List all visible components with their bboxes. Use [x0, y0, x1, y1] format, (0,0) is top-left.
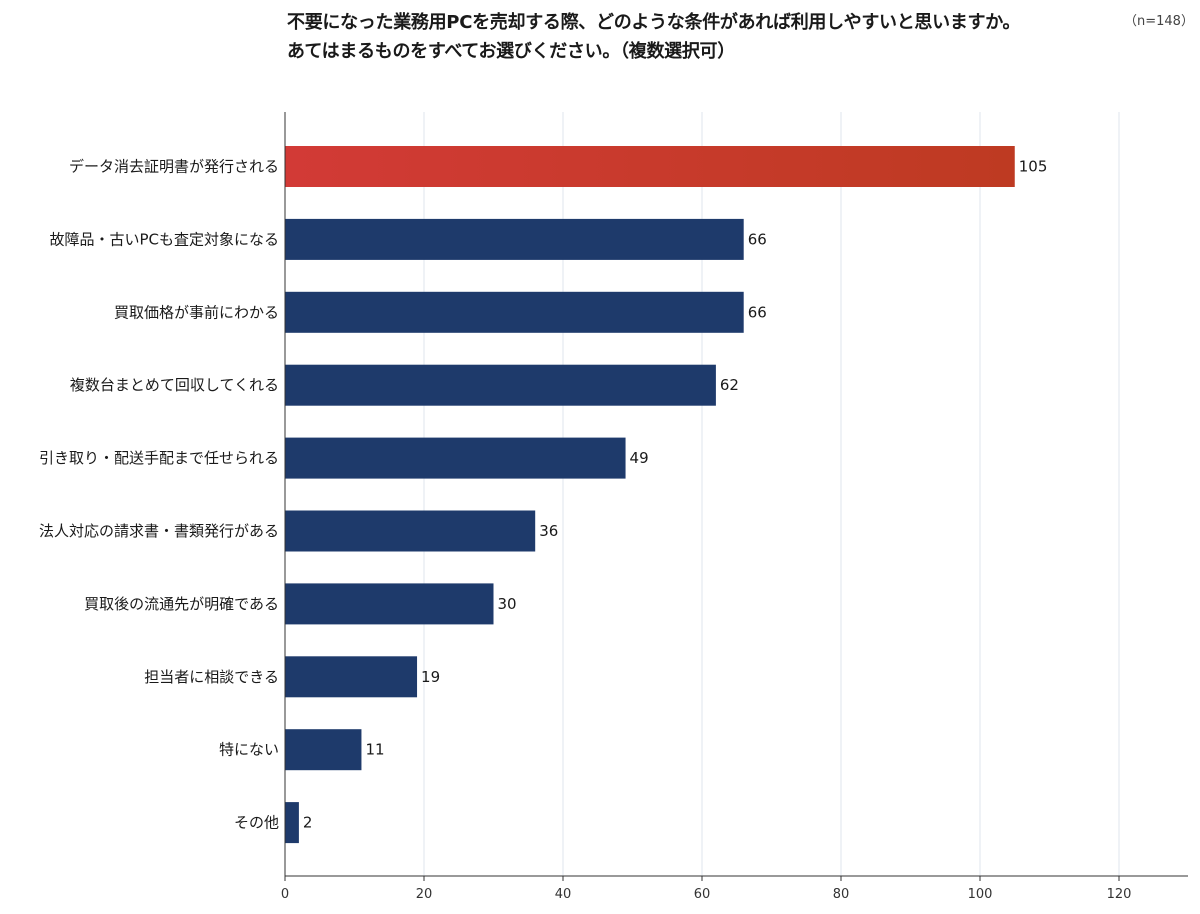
bar [285, 364, 716, 406]
category-label: 引き取り・配送手配まで任せられる [39, 449, 279, 467]
x-tick-label: 20 [416, 887, 433, 902]
category-label: 買取後の流通先が明確である [84, 595, 279, 613]
bar [285, 437, 626, 479]
x-tick-label: 100 [968, 887, 993, 902]
x-tick-label: 120 [1107, 887, 1132, 902]
category-label: 担当者に相談できる [144, 668, 279, 686]
x-tick-label: 40 [555, 887, 572, 902]
sample-size-note: （n=148） [1124, 14, 1194, 29]
value-label: 36 [539, 522, 558, 540]
x-axis: 0 20 40 60 80 100 120 [281, 112, 1188, 902]
value-label: 30 [498, 595, 517, 613]
bar [285, 218, 744, 260]
x-tick-label: 0 [281, 887, 289, 902]
value-label: 49 [630, 449, 649, 467]
bar [285, 510, 536, 552]
category-label: データ消去証明書が発行される [69, 158, 279, 176]
bar [285, 583, 494, 625]
value-label: 62 [720, 376, 739, 394]
category-label: 法人対応の請求書・書類発行がある [39, 522, 279, 540]
chart-title-line-1: 不要になった業務用PCを売却する際、どのような条件があれば利用しやすいと思います… [287, 12, 1021, 33]
bar [285, 729, 362, 771]
value-label: 11 [365, 741, 384, 759]
category-label: 複数台まとめて回収してくれる [70, 376, 279, 394]
bar [285, 291, 744, 333]
category-label: その他 [234, 814, 279, 832]
bar [285, 656, 418, 698]
bars: データ消去証明書が発行される 105 故障品・古いPCも査定対象になる 66 買取価格が… [39, 146, 1048, 844]
value-label: 66 [748, 303, 767, 321]
value-label: 66 [748, 230, 767, 248]
category-label: 故障品・古いPCも査定対象になる [49, 230, 279, 248]
bar [285, 802, 299, 844]
x-tick-label: 60 [694, 887, 711, 902]
value-label: 2 [303, 814, 313, 832]
category-label: 特にない [219, 741, 279, 759]
bar [285, 146, 1015, 187]
value-label: 19 [421, 668, 440, 686]
x-tick-label: 80 [833, 887, 850, 902]
category-label: 買取価格が事前にわかる [114, 303, 279, 321]
value-label: 105 [1019, 158, 1048, 176]
chart-title-line-2: あてはまるものをすべてお選びください。（複数選択可） [287, 41, 735, 62]
